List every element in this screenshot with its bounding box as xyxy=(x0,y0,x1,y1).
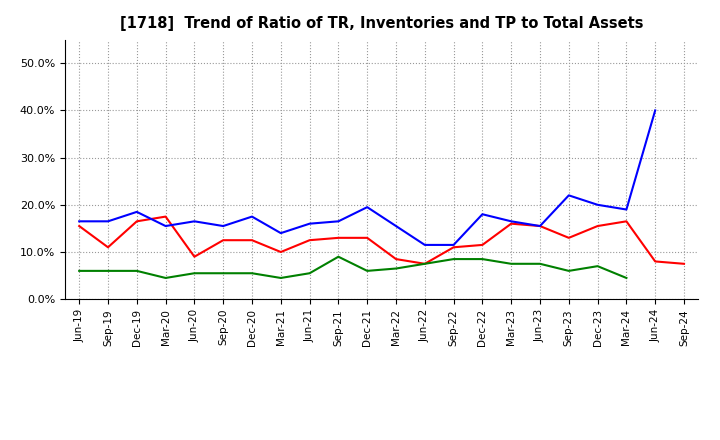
Trade Receivables xyxy=(392,257,400,262)
Trade Receivables xyxy=(449,245,458,250)
Trade Receivables xyxy=(132,219,141,224)
Trade Receivables xyxy=(75,224,84,229)
Trade Receivables xyxy=(622,219,631,224)
Trade Receivables xyxy=(104,245,112,250)
Inventories xyxy=(593,202,602,207)
Inventories xyxy=(305,221,314,226)
Trade Payables xyxy=(507,261,516,267)
Trade Payables xyxy=(104,268,112,274)
Trade Receivables xyxy=(507,221,516,226)
Inventories xyxy=(104,219,112,224)
Trade Payables xyxy=(564,268,573,274)
Trade Receivables xyxy=(219,238,228,243)
Trade Payables xyxy=(420,261,429,267)
Trade Receivables xyxy=(680,261,688,267)
Trade Receivables xyxy=(248,238,256,243)
Trade Receivables xyxy=(420,261,429,267)
Inventories xyxy=(420,242,429,248)
Trade Payables xyxy=(392,266,400,271)
Inventories xyxy=(449,242,458,248)
Inventories xyxy=(219,224,228,229)
Inventories xyxy=(190,219,199,224)
Trade Payables xyxy=(305,271,314,276)
Trade Receivables xyxy=(334,235,343,241)
Inventories xyxy=(651,108,660,113)
Inventories xyxy=(622,207,631,212)
Trade Payables xyxy=(536,261,544,267)
Inventories xyxy=(276,231,285,236)
Trade Payables xyxy=(478,257,487,262)
Trade Payables xyxy=(161,275,170,281)
Trade Receivables xyxy=(276,249,285,255)
Trade Payables xyxy=(248,271,256,276)
Inventories xyxy=(75,219,84,224)
Inventories xyxy=(392,224,400,229)
Trade Receivables xyxy=(190,254,199,259)
Trade Payables xyxy=(190,271,199,276)
Trade Receivables xyxy=(478,242,487,248)
Trade Receivables xyxy=(161,214,170,219)
Trade Payables xyxy=(449,257,458,262)
Inventories xyxy=(334,219,343,224)
Trade Payables xyxy=(276,275,285,281)
Trade Payables xyxy=(363,268,372,274)
Trade Receivables xyxy=(536,224,544,229)
Line: Trade Receivables: Trade Receivables xyxy=(79,216,684,264)
Inventories xyxy=(478,212,487,217)
Trade Receivables xyxy=(363,235,372,241)
Trade Payables xyxy=(132,268,141,274)
Inventories xyxy=(507,219,516,224)
Trade Payables xyxy=(334,254,343,259)
Trade Payables xyxy=(622,275,631,281)
Inventories xyxy=(248,214,256,219)
Title: [1718]  Trend of Ratio of TR, Inventories and TP to Total Assets: [1718] Trend of Ratio of TR, Inventories… xyxy=(120,16,644,32)
Trade Receivables xyxy=(564,235,573,241)
Inventories xyxy=(363,205,372,210)
Inventories xyxy=(536,224,544,229)
Line: Inventories: Inventories xyxy=(79,110,655,245)
Inventories xyxy=(564,193,573,198)
Inventories xyxy=(161,224,170,229)
Trade Receivables xyxy=(593,224,602,229)
Inventories xyxy=(132,209,141,215)
Trade Receivables xyxy=(651,259,660,264)
Trade Payables xyxy=(593,264,602,269)
Trade Receivables xyxy=(305,238,314,243)
Trade Payables xyxy=(75,268,84,274)
Trade Payables xyxy=(219,271,228,276)
Line: Trade Payables: Trade Payables xyxy=(79,257,626,278)
